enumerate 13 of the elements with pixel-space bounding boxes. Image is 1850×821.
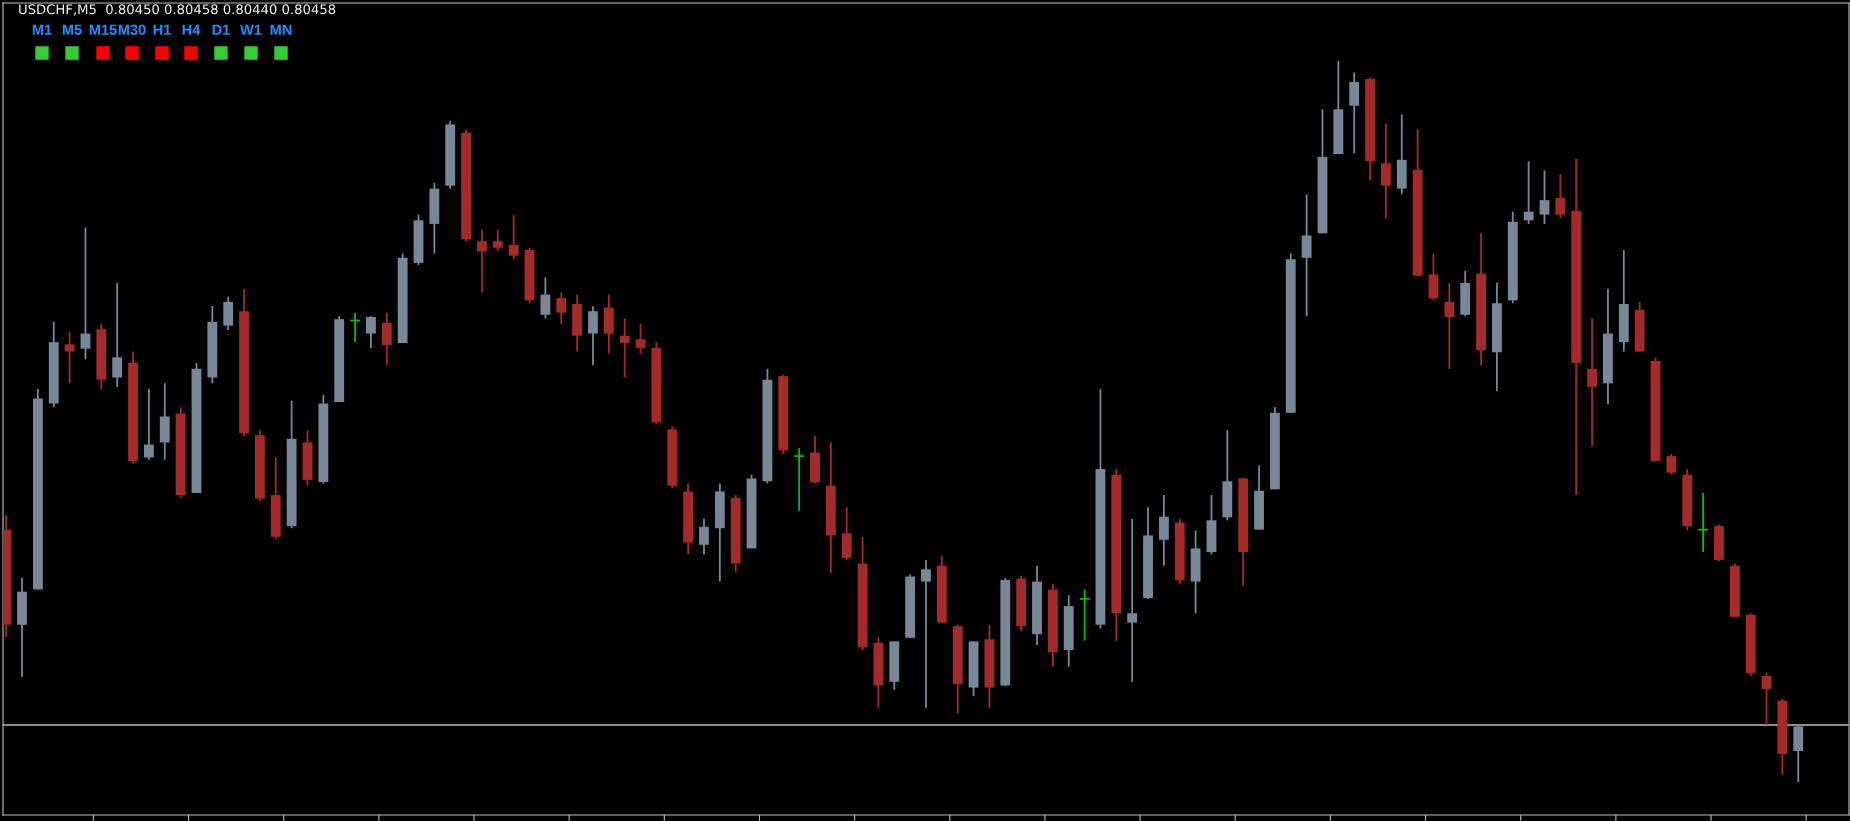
category-label: D1 — [212, 24, 230, 35]
category-label: H4 — [182, 24, 201, 35]
candlestick — [64, 331, 75, 385]
category-label: M30 — [118, 24, 146, 35]
candlestick — [762, 367, 773, 485]
category-label: H1 — [153, 24, 171, 35]
candlestick — [1078, 588, 1091, 642]
category-label: M1 — [32, 24, 52, 35]
category-label: MN — [270, 24, 292, 35]
category-label: W1 — [240, 24, 262, 35]
category-label: M5 — [62, 24, 82, 35]
category-label: M15 — [89, 24, 117, 35]
chart-title: USDCHF,M5 0.80450 0.80458 0.80440 0.80458 — [19, 4, 336, 16]
